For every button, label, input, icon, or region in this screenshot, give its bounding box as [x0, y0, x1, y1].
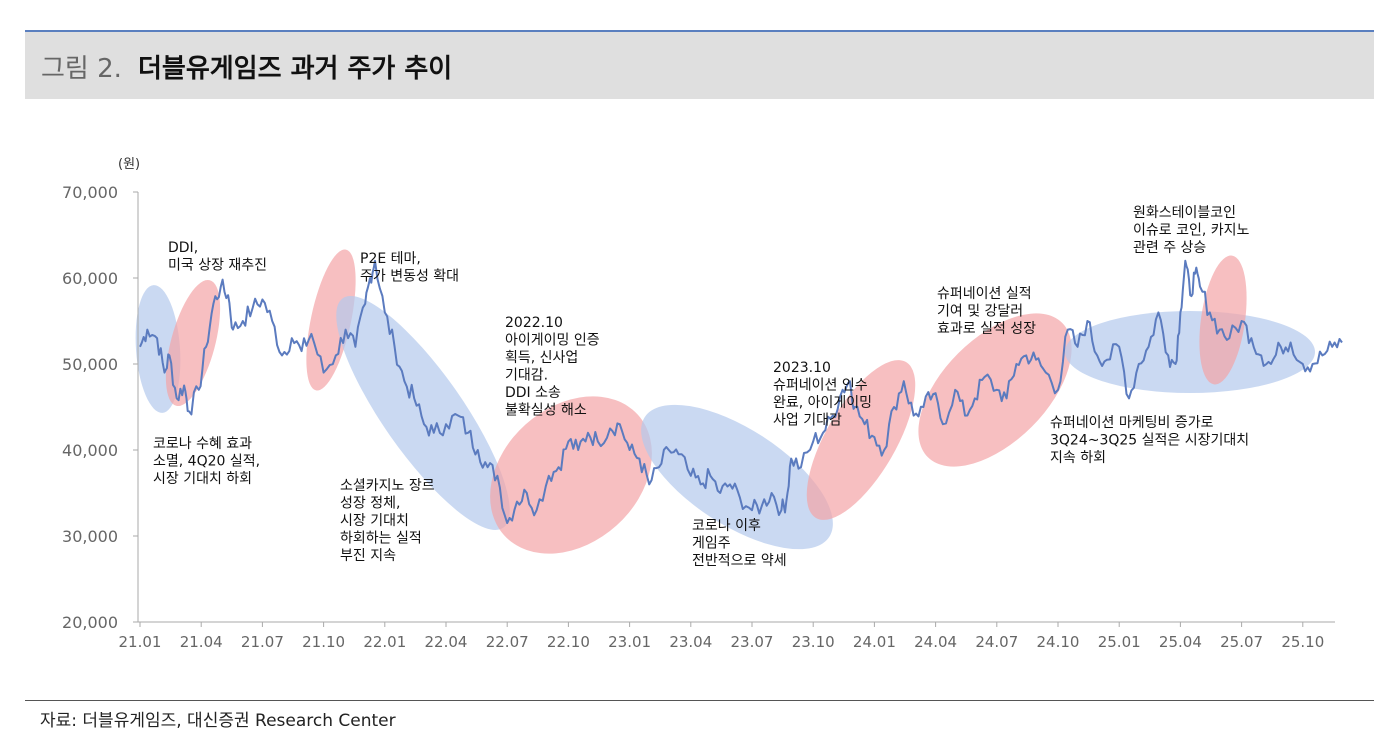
y-tick-label: 50,000	[62, 355, 118, 374]
x-tick-label: 22.07	[486, 633, 529, 651]
highlight-ellipse-rise	[490, 396, 652, 554]
annotation-line: 코로나 이후	[692, 518, 761, 534]
annotation-line: 슈퍼네이션 마케팅비 증가로	[1050, 415, 1214, 431]
x-tick-label: 21.10	[302, 633, 345, 651]
x-tick-label: 25.01	[1098, 633, 1141, 651]
annotation-line: 부진 지속	[340, 548, 396, 564]
chart-axes: (원)	[118, 157, 1335, 623]
annotation-line: 슈퍼네이션 인수	[773, 378, 868, 394]
figure-title: 더블유게임즈 과거 주가 추이	[138, 54, 453, 84]
x-tick-label: 22.10	[547, 633, 590, 651]
x-tick-label: 22.04	[425, 633, 468, 651]
annotation-line: DDI,	[168, 240, 198, 256]
highlight-ellipse-decline	[1065, 311, 1315, 393]
annotation-line: 코로나 수혜 효과	[153, 436, 252, 452]
x-tick-label: 25.04	[1159, 633, 1202, 651]
annotation-line: 소멸, 4Q20 실적,	[153, 454, 260, 470]
annotation-line: 기대감.	[505, 368, 548, 384]
annotation-line: 게임주	[692, 536, 731, 552]
x-tick-label: 24.04	[914, 633, 957, 651]
source-note: 자료: 더블유게임즈, 대신증권 Research Center	[40, 711, 396, 731]
y-tick-label: 70,000	[62, 183, 118, 202]
annotation-line: 완료, 아이게이밍	[773, 395, 872, 411]
annotation-line: 소셜카지노 장르	[340, 478, 435, 494]
y-tick-labels: 20,000 30,000 40,000 50,000 60,000 70,000	[62, 183, 138, 632]
annotation-line: 기여 및 강달러	[937, 304, 1023, 320]
x-tick-label: 23.01	[608, 633, 651, 651]
header-top-rule	[25, 30, 1374, 32]
y-tick-label: 20,000	[62, 613, 118, 632]
y-tick-label: 60,000	[62, 269, 118, 288]
annotation-line: 불확실성 해소	[505, 403, 587, 419]
annotation-line: 사업 기대감	[773, 413, 842, 429]
highlight-ellipse-rise	[806, 360, 916, 520]
annotation-line: 관련 주 상승	[1133, 240, 1206, 256]
x-tick-label: 22.01	[363, 633, 406, 651]
price-series-line	[139, 259, 1343, 525]
annotation-line: 아이게이밍 인증	[505, 333, 600, 349]
x-tick-label: 25.07	[1220, 633, 1263, 651]
highlight-ellipse-rise	[1199, 255, 1247, 385]
highlight-ellipse-decline	[336, 296, 510, 530]
y-tick-label: 30,000	[62, 527, 118, 546]
annotation-line: 전반적으로 약세	[692, 553, 787, 569]
x-tick-label: 24.01	[853, 633, 896, 651]
annotation-line: 미국 상장 재추진	[168, 258, 267, 274]
x-tick-label: 23.07	[731, 633, 774, 651]
x-tick-label: 25.10	[1281, 633, 1324, 651]
x-tick-label: 21.04	[180, 633, 223, 651]
annotation-line: 주가 변동성 확대	[360, 269, 459, 285]
x-tick-label: 21.01	[119, 633, 162, 651]
footer-rule	[25, 700, 1374, 701]
figure-header: 그림 2. 더블유게임즈 과거 주가 추이	[25, 32, 1374, 99]
y-tick-label: 40,000	[62, 441, 118, 460]
annotation-line: 2023.10	[773, 360, 831, 376]
x-tick-label: 23.04	[669, 633, 712, 651]
x-tick-labels: 21.01 21.04 21.07 21.10 22.01 22.04 22.07 22.10…	[119, 622, 1324, 651]
annotation-line: 2022.10	[505, 315, 563, 331]
x-tick-label: 23.10	[792, 633, 835, 651]
annotation-line: P2E 테마,	[360, 251, 421, 267]
x-tick-label: 24.07	[975, 633, 1018, 651]
figure-label: 그림 2.	[41, 54, 122, 84]
annotation-line: 지속 하회	[1050, 450, 1106, 466]
x-tick-label: 21.07	[241, 633, 284, 651]
annotation-line: 성장 정체,	[340, 496, 400, 512]
annotation-line: 원화스테이블코인	[1133, 205, 1236, 221]
annotation-line: 이슈로 코인, 카지노	[1133, 223, 1250, 239]
annotation-line: 하회하는 실적	[340, 531, 422, 547]
annotation-line: 슈퍼네이션 실적	[937, 286, 1032, 302]
x-tick-label: 24.10	[1037, 633, 1080, 651]
y-axis-unit-label: (원)	[118, 157, 140, 172]
highlight-ellipse-rise	[165, 279, 221, 407]
annotation-line: 시장 기대치 하회	[153, 471, 252, 487]
annotation-line: 효과로 실적 성장	[937, 321, 1036, 337]
annotation-line: DDI 소송	[505, 385, 561, 401]
annotation-line: 3Q24~3Q25 실적은 시장기대치	[1050, 433, 1249, 449]
annotation-line: 획득, 신사업	[505, 350, 578, 366]
annotation-line: 시장 기대치	[340, 513, 409, 529]
